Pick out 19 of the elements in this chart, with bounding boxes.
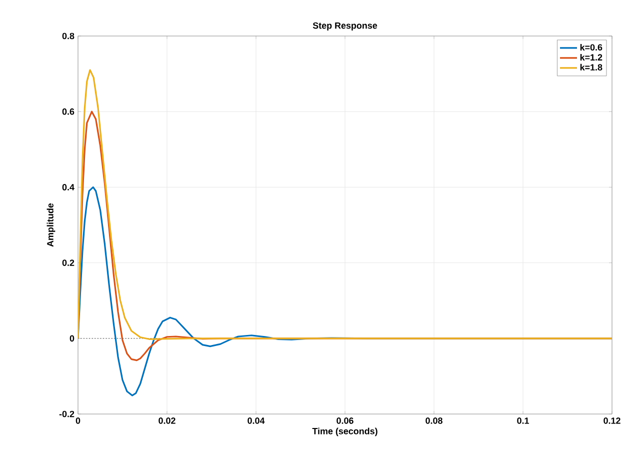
- y-tick-label: 0.6: [62, 108, 74, 115]
- x-tick-label: 0.08: [426, 418, 442, 424]
- x-tick-label: 0: [76, 418, 80, 424]
- x-tick-label: 0.06: [336, 418, 354, 424]
- y-tick-label: 0.4: [62, 184, 74, 190]
- y-tick-label: 0.2: [62, 260, 74, 266]
- y-tick-label: -0.2: [59, 410, 74, 418]
- x-tick-label: 0.04: [248, 418, 265, 424]
- legend-label: k=1.8: [580, 64, 602, 71]
- x-tick-label: 0.12: [604, 418, 620, 424]
- y-tick-label: 0: [70, 335, 74, 342]
- y-tick-label: 0.8: [62, 32, 74, 40]
- legend-label: k=0.6: [580, 44, 602, 51]
- legend-label: k=1.2: [580, 54, 602, 60]
- chart-title: Step Response: [312, 22, 378, 30]
- x-tick-label: 0.1: [517, 418, 529, 424]
- x-axis-title: Time (seconds): [312, 428, 378, 436]
- y-axis-title: Amplitude: [46, 203, 56, 247]
- x-tick-label: 0.02: [158, 418, 176, 424]
